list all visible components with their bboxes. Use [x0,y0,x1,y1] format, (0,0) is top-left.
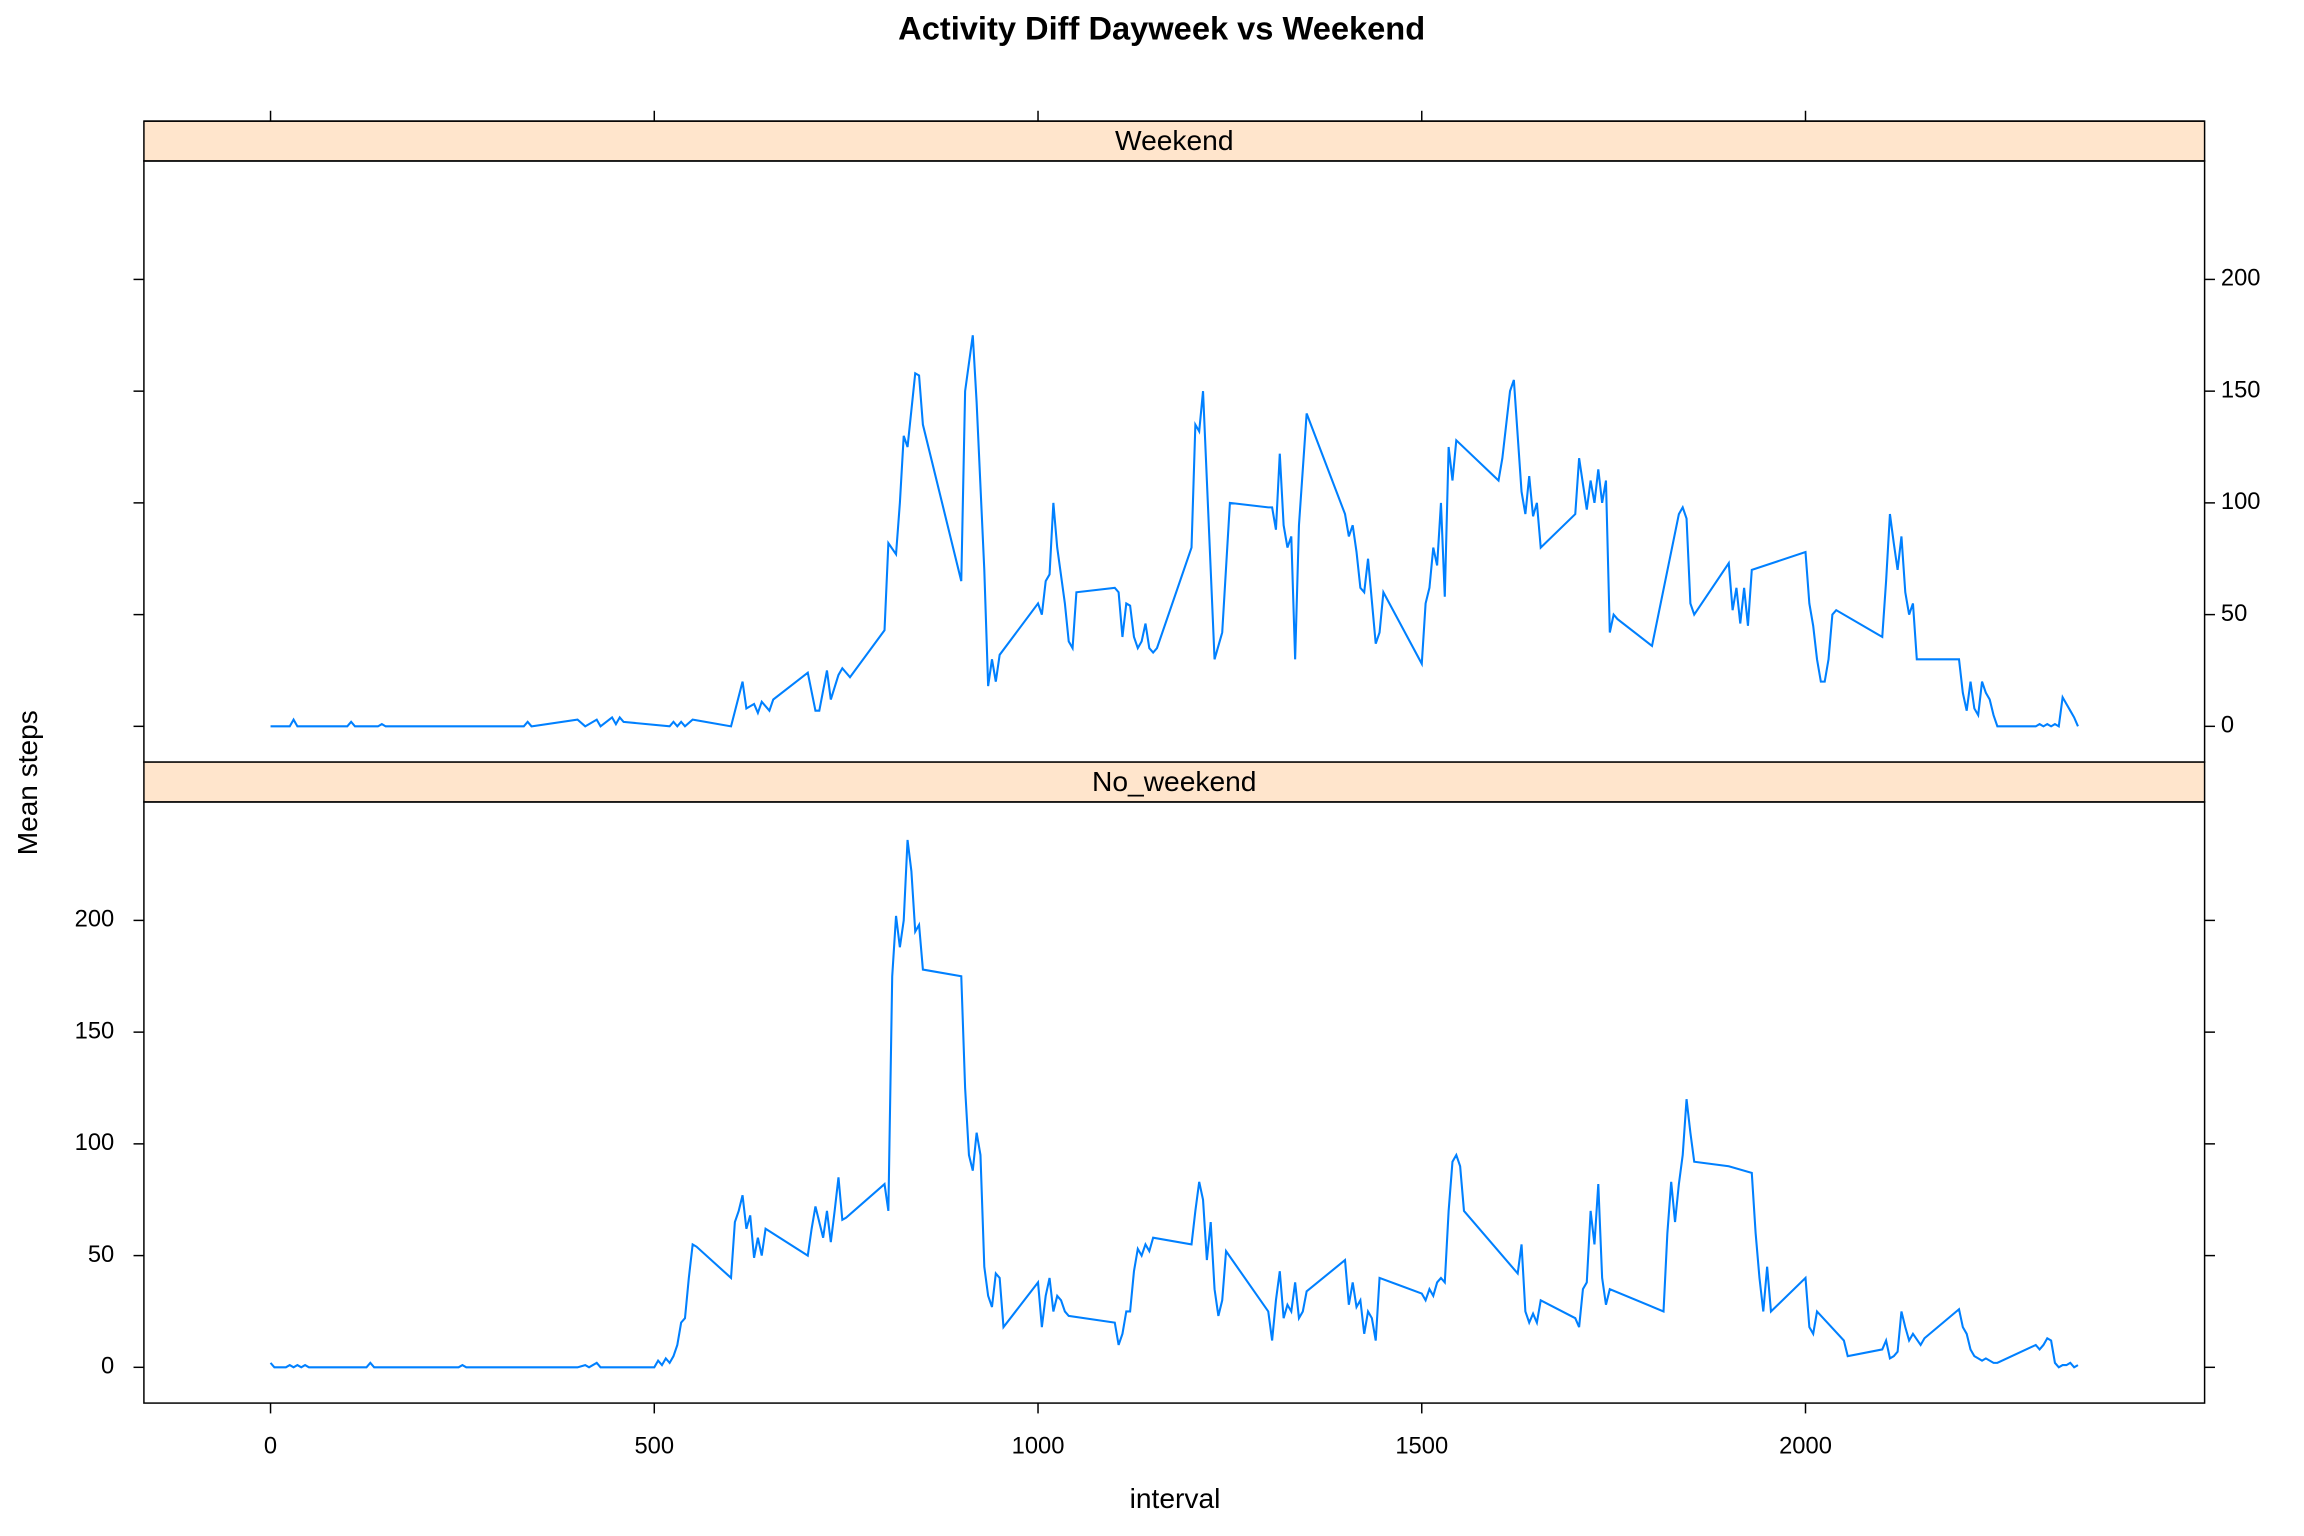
y-tick-label: 200 [2221,266,2261,292]
y-tick-label: 150 [75,1018,115,1044]
y-tick-label: 200 [75,907,115,933]
panel-border [143,801,2206,1404]
y-tick-label: 100 [2221,489,2261,515]
y-axis-label: Mean steps [12,710,43,855]
strip-label: No_weekend [1092,766,1256,797]
x-tick-label: 1500 [1395,1434,1448,1460]
chart-title: Activity Diff Dayweek vs Weekend [898,11,1425,47]
strip [143,761,2206,803]
x-axis-label: interval [1130,1483,1221,1514]
y-tick-label: 100 [75,1130,115,1156]
strip [143,120,2206,162]
y-tick-label: 0 [2221,713,2234,739]
x-tick-label: 1000 [1012,1434,1065,1460]
y-tick-label: 50 [2221,601,2247,627]
strip-label: Weekend [1115,125,1234,156]
panel-border [143,160,2206,763]
x-tick-label: 2000 [1779,1434,1832,1460]
data-line [269,839,2079,1369]
x-tick-label: 500 [634,1434,674,1460]
data-line [270,335,2079,729]
x-tick-label: 0 [264,1434,277,1460]
y-tick-label: 0 [101,1354,114,1380]
y-tick-label: 50 [88,1242,114,1268]
y-tick-label: 150 [2221,377,2261,403]
